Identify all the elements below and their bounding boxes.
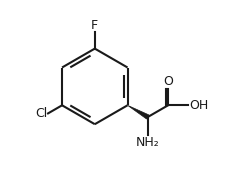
Text: F: F <box>91 19 98 32</box>
Text: NH₂: NH₂ <box>136 136 160 149</box>
Polygon shape <box>127 105 149 119</box>
Text: Cl: Cl <box>35 107 47 120</box>
Text: O: O <box>163 75 173 88</box>
Text: OH: OH <box>189 99 208 112</box>
